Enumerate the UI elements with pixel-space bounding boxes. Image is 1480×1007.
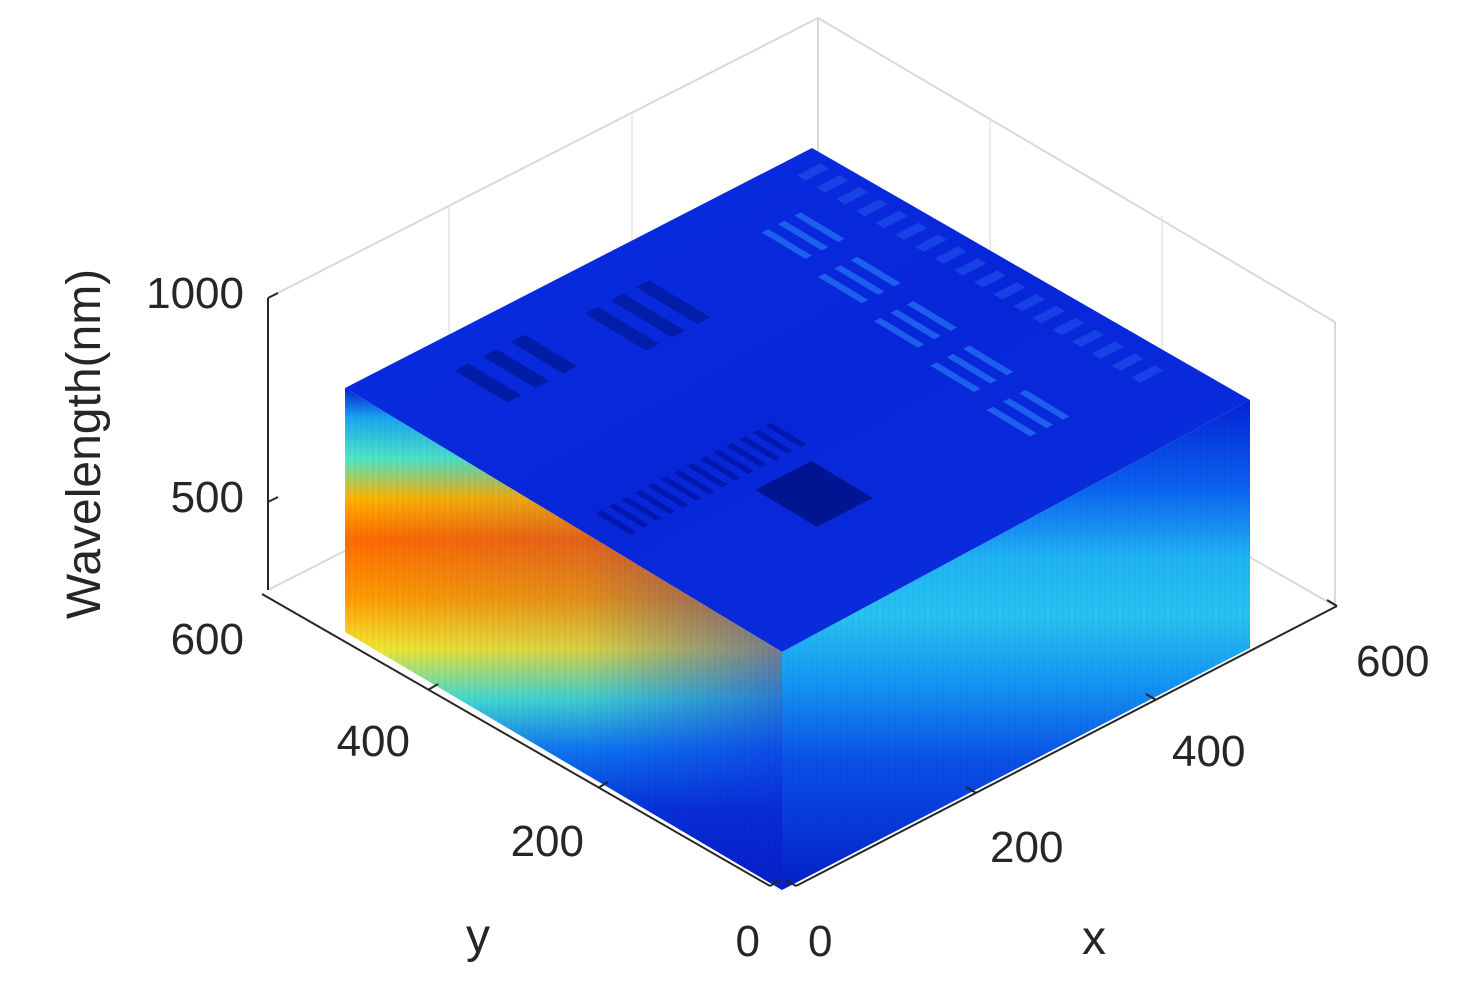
feature-edge-bar <box>1013 294 1046 312</box>
feature-edge-bar <box>816 175 849 193</box>
feature-edge-bar <box>1111 353 1144 371</box>
feature-bright-bar <box>930 362 981 393</box>
feature-fine-bar <box>647 483 689 508</box>
z-tick-label: 1000 <box>146 269 244 318</box>
z-axis-label: Wavelength(nm) <box>58 269 111 619</box>
feature-bright-bar <box>906 301 958 331</box>
feature-fine-bar <box>726 443 767 468</box>
feature-bright-bar <box>834 265 885 295</box>
feature-bright-bar <box>946 353 997 384</box>
feature-bright-bar <box>850 256 901 287</box>
feature-bright-bar <box>1019 389 1070 420</box>
feature-fine-bar <box>674 470 715 495</box>
feature-edge-bar <box>796 163 829 181</box>
feature-bright-bar <box>778 220 829 251</box>
feature-edge-bar <box>1032 305 1065 324</box>
axes <box>261 292 1338 887</box>
feature-bright-bar <box>1002 398 1054 429</box>
feature-bright-bar <box>963 345 1014 376</box>
feature-edge-bar <box>993 282 1026 300</box>
feature-bar <box>584 306 660 351</box>
z-tick-labels: 1000 500 600 <box>146 269 244 664</box>
feature-bright-bar <box>761 229 812 259</box>
x-tick-mark <box>965 786 977 794</box>
feature-edge-bar <box>973 270 1006 288</box>
x-tick-label: 600 <box>1356 637 1429 686</box>
z-tick-label: 600 <box>171 615 244 664</box>
feature-fine-bar <box>608 503 650 528</box>
feature-edge-bar <box>1072 329 1105 347</box>
y-axis-label: y <box>466 910 490 963</box>
x-tick-labels: 0 200 400 600 <box>808 637 1429 966</box>
cube-right-face-texture <box>782 400 1250 890</box>
x-axis-label: x <box>1082 912 1106 965</box>
y-tick-label: 0 <box>736 917 760 966</box>
feature-edge-bar <box>1131 365 1164 383</box>
z-tick-mark <box>267 292 279 299</box>
feature-fine-bar <box>660 476 702 501</box>
feature-bar <box>610 293 685 338</box>
feature-bright-bar <box>874 317 925 348</box>
feature-edge-bar <box>954 258 987 276</box>
feature-square <box>755 460 873 527</box>
x-tick-label: 200 <box>990 823 1063 872</box>
top-face-features <box>454 163 1164 535</box>
z-tick-label: 500 <box>171 473 244 522</box>
feature-bar <box>510 334 578 374</box>
y-tick-mark <box>427 683 439 691</box>
feature-fine-bar <box>634 490 676 515</box>
x-tick-mark <box>785 879 797 887</box>
feature-bar <box>482 349 550 388</box>
x-tick-label: 400 <box>1172 727 1245 776</box>
feature-edge-bar <box>914 234 947 252</box>
feature-bright-bar <box>794 212 845 243</box>
feature-edge-bar <box>875 210 908 229</box>
y-tick-mark <box>769 879 781 887</box>
feature-edge-bar <box>1052 317 1085 336</box>
x-tick-label: 0 <box>808 917 832 966</box>
cube-top-face <box>345 148 1250 652</box>
x-axis-line <box>795 605 1338 887</box>
cube-left-face-texture <box>345 388 782 890</box>
feature-bar <box>454 363 522 403</box>
feature-fine-bar <box>700 456 741 481</box>
feature-fine-bar <box>621 496 663 521</box>
feature-edge-bar <box>836 187 869 205</box>
feature-edge-bar <box>855 199 888 217</box>
feature-fine-bar <box>713 449 754 474</box>
y-tick-mark <box>597 781 609 789</box>
data-cube <box>345 148 1250 890</box>
y-tick-label: 400 <box>337 717 410 766</box>
x-tick-mark <box>1145 693 1157 701</box>
feature-fine-bar <box>595 510 637 535</box>
feature-fine-bar <box>687 463 728 488</box>
feature-bar <box>636 280 711 325</box>
x-tick-mark <box>1326 599 1338 607</box>
feature-bright-bar <box>890 309 941 340</box>
feature-fine-bar <box>765 423 807 448</box>
feature-edge-bar <box>934 246 967 264</box>
feature-fine-bar <box>752 429 794 454</box>
y-tick-label: 200 <box>511 817 584 866</box>
feature-bright-bar <box>817 273 869 304</box>
z-tick-mark <box>267 496 279 503</box>
feature-fine-bar <box>739 436 780 461</box>
feature-bright-bar <box>986 406 1037 437</box>
y-axis-line <box>261 593 771 887</box>
y-tick-labels: 0 200 400 <box>337 717 760 966</box>
tick-marks <box>267 292 1338 887</box>
feature-edge-bar <box>1091 341 1124 359</box>
feature-edge-bar <box>895 222 928 241</box>
